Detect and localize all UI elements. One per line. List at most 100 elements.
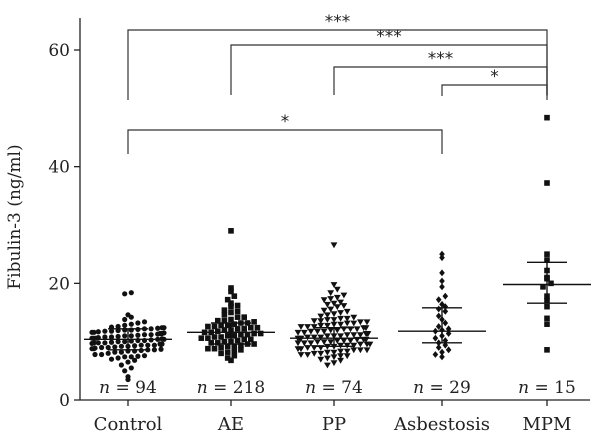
data-point xyxy=(115,339,121,345)
data-point xyxy=(155,325,161,331)
data-point xyxy=(442,319,449,327)
data-point xyxy=(108,339,115,345)
data-point xyxy=(112,344,118,350)
data-point xyxy=(234,302,241,309)
data-point xyxy=(128,314,134,320)
data-point xyxy=(241,326,247,332)
data-point xyxy=(102,334,108,340)
data-point xyxy=(125,359,131,365)
data-point xyxy=(257,330,264,337)
data-point xyxy=(128,354,134,360)
significance-brackets: *********** xyxy=(127,12,548,154)
data-point xyxy=(105,344,111,351)
y-tick-label: 40 xyxy=(48,158,70,178)
data-point xyxy=(317,356,325,363)
y-tick-label: 60 xyxy=(48,41,70,61)
data-point xyxy=(234,308,241,315)
data-point xyxy=(228,309,234,316)
data-point xyxy=(254,324,261,331)
data-point xyxy=(343,332,351,339)
data-point xyxy=(211,334,218,340)
category-label: MPM xyxy=(523,414,572,435)
data-point xyxy=(544,315,550,322)
data-point xyxy=(544,257,550,263)
data-point xyxy=(157,341,163,347)
data-point xyxy=(324,349,331,356)
data-point xyxy=(544,321,550,327)
data-point xyxy=(324,355,331,362)
data-point xyxy=(317,318,325,325)
y-tick-label: 20 xyxy=(48,274,70,294)
data-point xyxy=(234,314,241,320)
n-symbol: n xyxy=(197,378,208,398)
data-point xyxy=(231,348,238,354)
data-point xyxy=(102,328,108,334)
data-point xyxy=(330,354,338,361)
data-point xyxy=(544,114,550,121)
data-point xyxy=(363,347,371,354)
data-point xyxy=(324,317,331,323)
data-point xyxy=(151,347,157,353)
data-point xyxy=(442,337,449,344)
data-point xyxy=(540,284,546,290)
data-point xyxy=(343,353,351,360)
data-point xyxy=(224,349,231,355)
significance-bracket xyxy=(333,66,548,95)
data-point xyxy=(439,348,445,356)
data-point xyxy=(350,320,358,327)
data-point xyxy=(544,251,550,257)
n-label: n = 74 xyxy=(305,378,363,398)
data-point xyxy=(304,352,311,358)
data-point xyxy=(337,353,344,360)
data-point xyxy=(208,340,214,346)
data-point xyxy=(122,291,128,297)
data-point xyxy=(128,333,134,339)
data-point xyxy=(221,312,228,318)
data-point xyxy=(333,327,341,334)
data-point xyxy=(102,340,108,346)
data-point xyxy=(135,353,141,359)
data-point xyxy=(343,308,351,315)
data-point xyxy=(337,315,344,322)
data-point xyxy=(122,333,128,339)
data-point xyxy=(297,324,305,330)
data-point xyxy=(99,351,105,358)
data-point xyxy=(141,332,148,338)
data-point xyxy=(439,353,445,361)
data-point xyxy=(224,355,231,361)
data-point xyxy=(215,340,221,346)
data-point xyxy=(439,283,445,291)
data-point xyxy=(132,343,138,349)
data-point xyxy=(337,333,344,340)
data-point xyxy=(343,348,351,355)
data-point xyxy=(317,313,325,320)
data-point xyxy=(228,228,234,234)
data-point xyxy=(337,357,344,364)
data-point xyxy=(128,290,134,296)
data-point xyxy=(112,349,118,355)
n-symbol: n xyxy=(305,378,316,398)
data-point xyxy=(105,350,111,356)
data-point xyxy=(141,319,148,325)
data-point xyxy=(234,326,241,332)
data-point xyxy=(350,314,358,321)
data-point xyxy=(128,321,134,327)
data-point xyxy=(330,300,338,307)
significance-label: * xyxy=(281,112,290,132)
data-point xyxy=(337,310,344,316)
data-point xyxy=(135,320,141,326)
data-point xyxy=(108,328,115,334)
data-point xyxy=(251,319,257,325)
n-value: = 74 xyxy=(316,378,363,398)
data-point xyxy=(324,333,331,340)
data-point xyxy=(205,345,211,352)
data-point xyxy=(115,333,121,340)
data-point xyxy=(228,303,234,310)
data-point xyxy=(128,365,134,371)
data-point xyxy=(337,299,344,306)
data-point xyxy=(224,343,231,350)
data-point xyxy=(340,303,348,309)
category-label: PP xyxy=(322,414,346,435)
data-point xyxy=(138,342,144,348)
data-point xyxy=(248,336,254,343)
